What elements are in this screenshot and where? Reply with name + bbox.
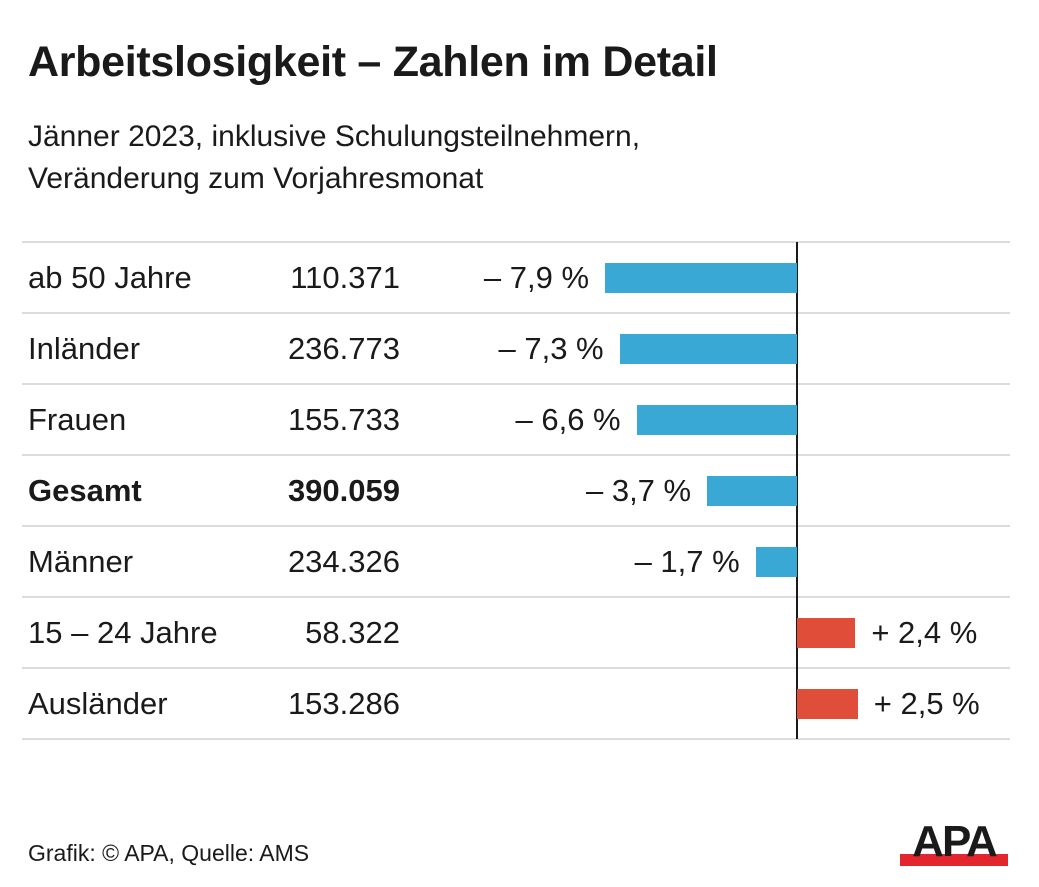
count-value: 153.286 [287,685,400,721]
data-label: + 2,4 % [871,614,978,650]
bar [755,546,797,577]
subtitle-line: Veränderung zum Vorjahresmonat [28,162,484,195]
bar [636,404,797,435]
bar [797,617,856,648]
data-label: – 7,3 % [498,330,604,366]
row-separator [22,312,1010,314]
chart-title: Arbeitslosigkeit – Zahlen im Detail [28,38,718,86]
data-label: + 2,5 % [873,685,980,721]
bar [605,262,797,293]
category-label: Frauen [28,401,127,437]
category-label: Gesamt [28,472,142,508]
data-label: – 6,6 % [515,401,621,437]
row-separator [22,596,1010,598]
bar [619,333,797,364]
category-label: Ausländer [28,685,168,721]
row-separator [22,738,1010,740]
row-separator [22,525,1010,527]
subtitle-line: Jänner 2023, inklusive Schulungsteilnehm… [28,120,641,153]
row-separator [22,241,1010,243]
count-value: 234.326 [287,543,400,579]
apa-logo: APA [898,817,1010,873]
row-separator [22,383,1010,385]
bar [797,688,858,719]
category-label: ab 50 Jahre [28,259,192,295]
count-value: 155.733 [287,401,400,437]
zero-axis [796,242,798,739]
count-value: 110.371 [290,259,400,295]
category-label: 15 – 24 Jahre [28,614,218,650]
count-value: 390.059 [287,472,400,508]
data-label: – 3,7 % [585,472,692,508]
row-separator [22,454,1010,456]
svg-text:APA: APA [912,818,997,866]
source-credit: Grafik: © APA, Quelle: AMS [28,840,310,866]
category-label: Inländer [28,330,141,366]
data-label: – 1,7 % [634,543,740,579]
count-value: 58.322 [305,614,400,650]
row-separator [22,667,1010,669]
category-label: Männer [28,543,134,579]
data-label: – 7,9 % [483,259,590,295]
bar [707,475,797,506]
count-value: 236.773 [287,330,400,366]
chart-subtitle: Jänner 2023, inklusive Schulungsteilnehm… [28,116,928,200]
